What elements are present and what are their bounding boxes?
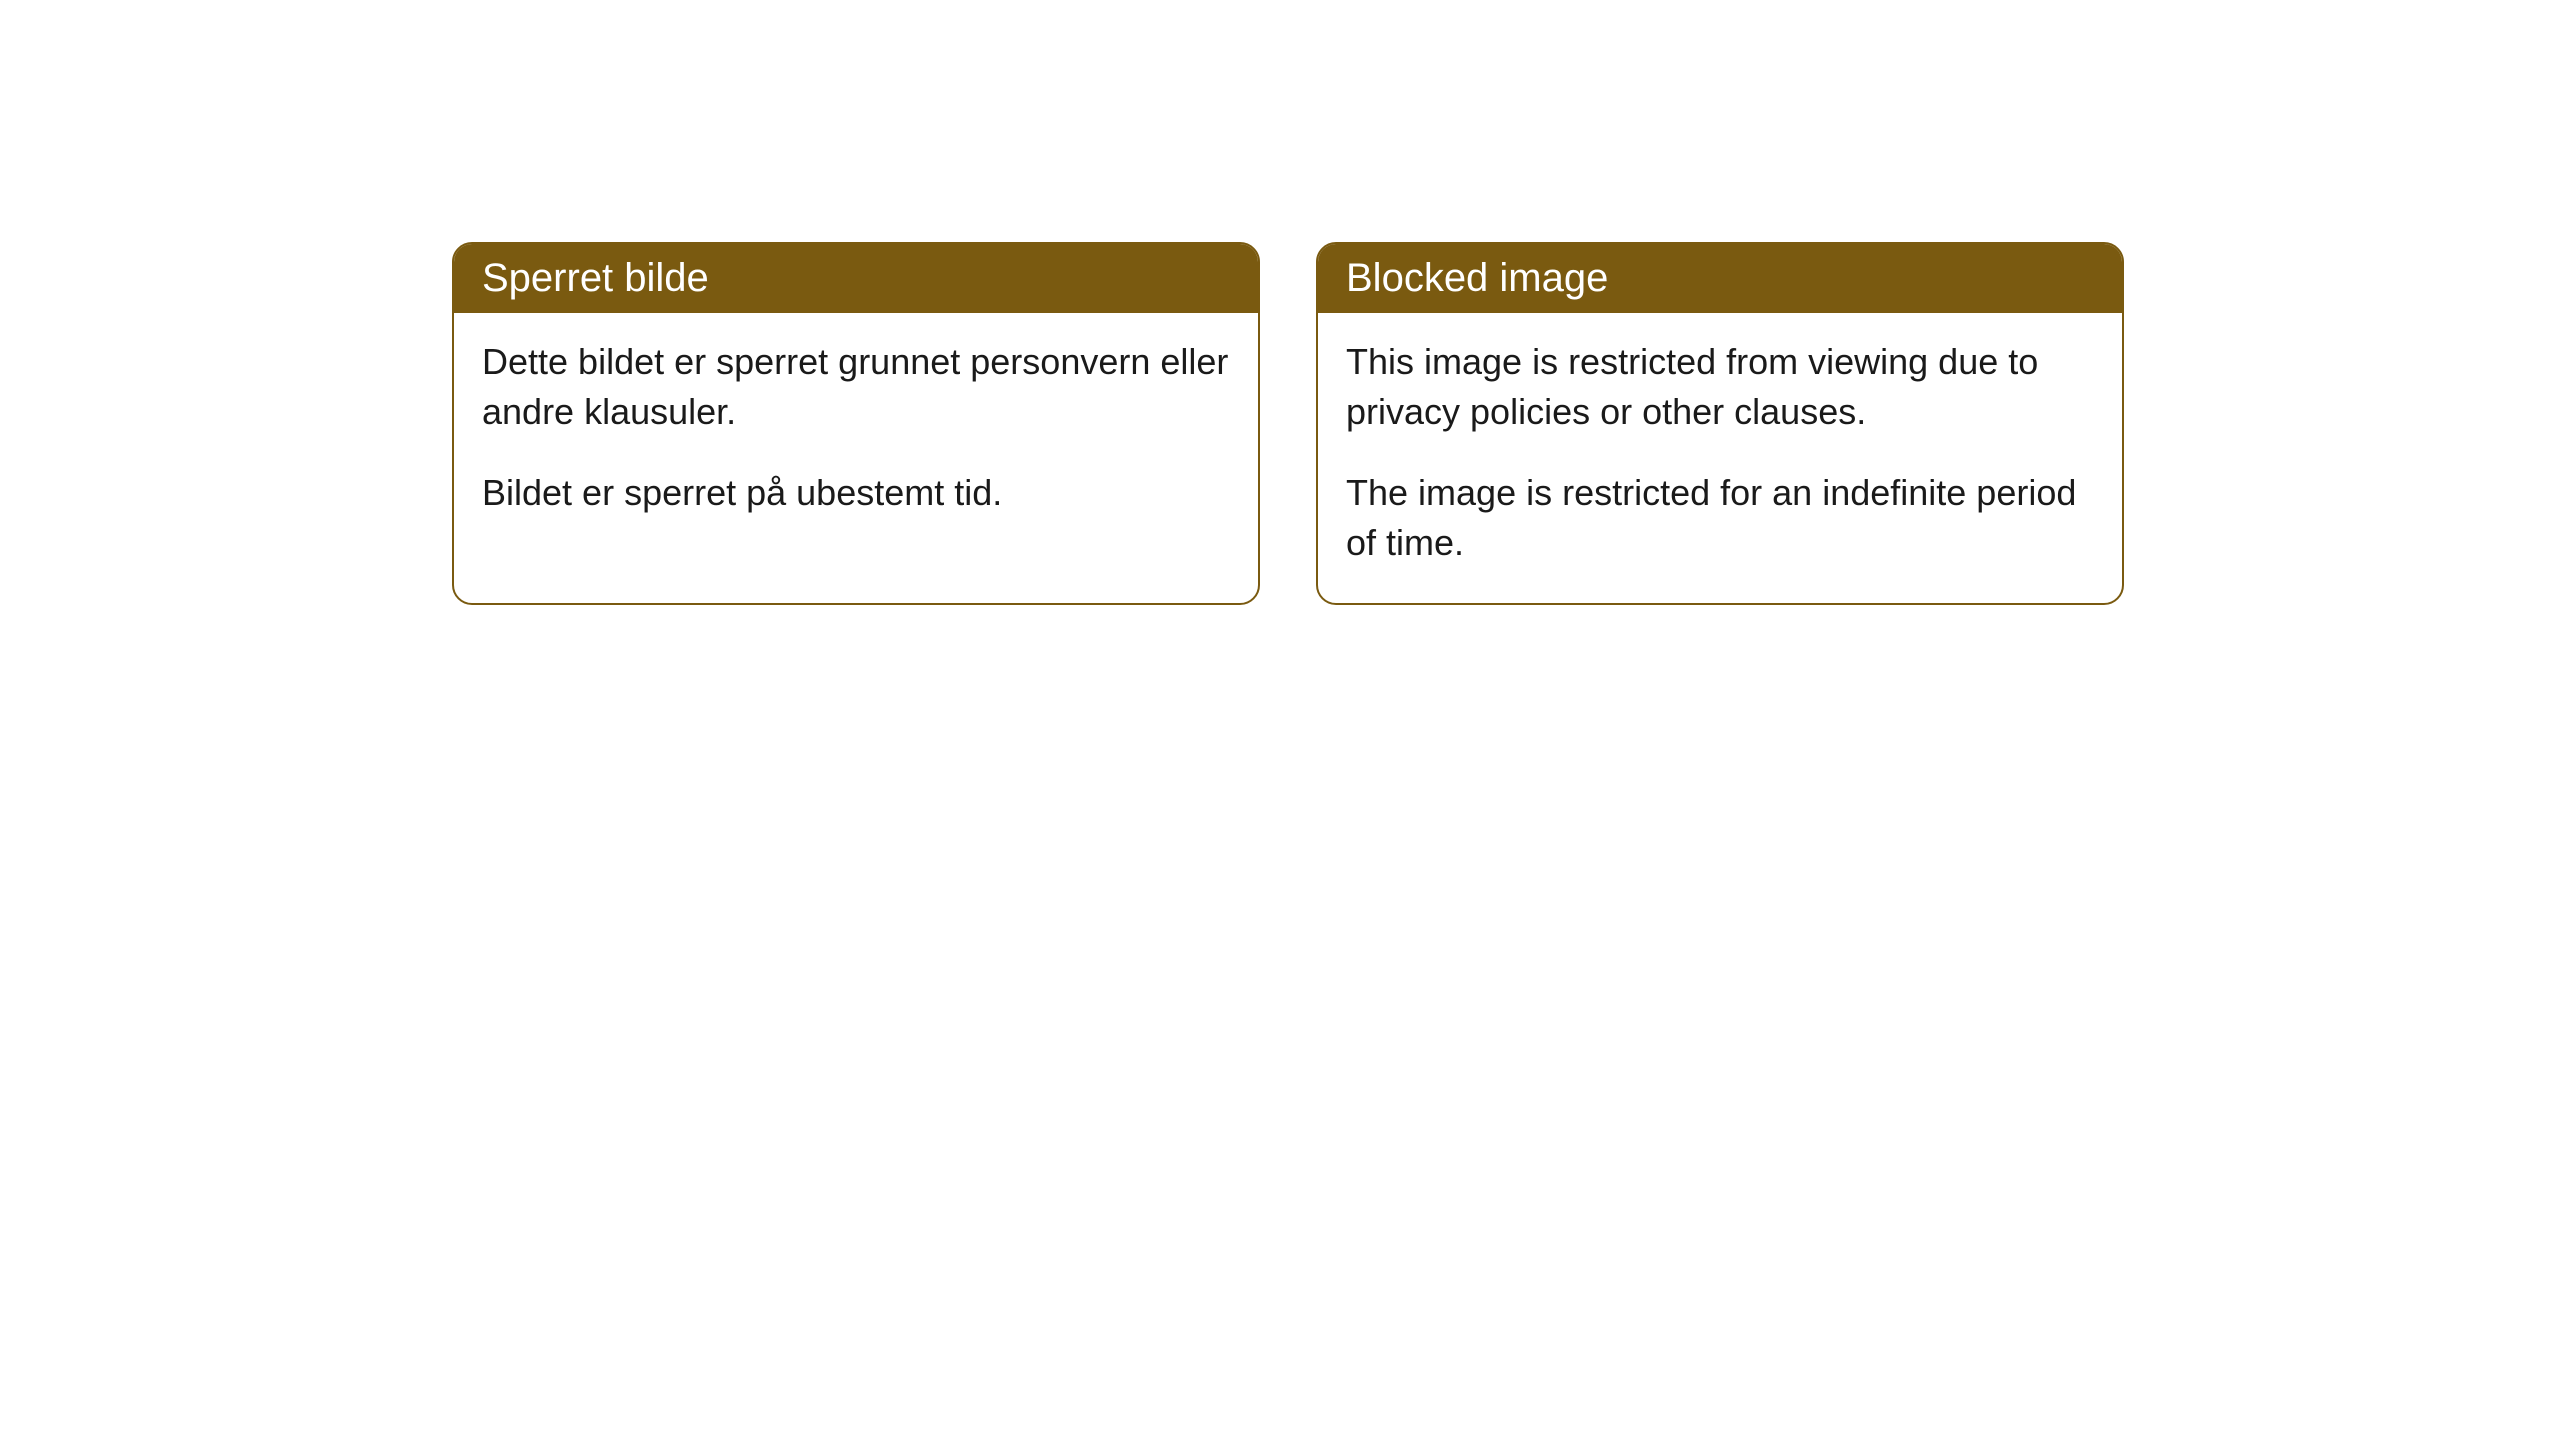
panel-text-line: Dette bildet er sperret grunnet personve… [482,337,1230,438]
panel-body-norwegian: Dette bildet er sperret grunnet personve… [454,313,1258,552]
notice-panel-norwegian: Sperret bilde Dette bildet er sperret gr… [452,242,1260,605]
panel-text-line: This image is restricted from viewing du… [1346,337,2094,438]
panel-text-line: Bildet er sperret på ubestemt tid. [482,468,1230,518]
panel-title-english: Blocked image [1318,244,2122,313]
notice-panels-container: Sperret bilde Dette bildet er sperret gr… [452,242,2124,605]
panel-body-english: This image is restricted from viewing du… [1318,313,2122,603]
notice-panel-english: Blocked image This image is restricted f… [1316,242,2124,605]
panel-title-norwegian: Sperret bilde [454,244,1258,313]
panel-text-line: The image is restricted for an indefinit… [1346,468,2094,569]
